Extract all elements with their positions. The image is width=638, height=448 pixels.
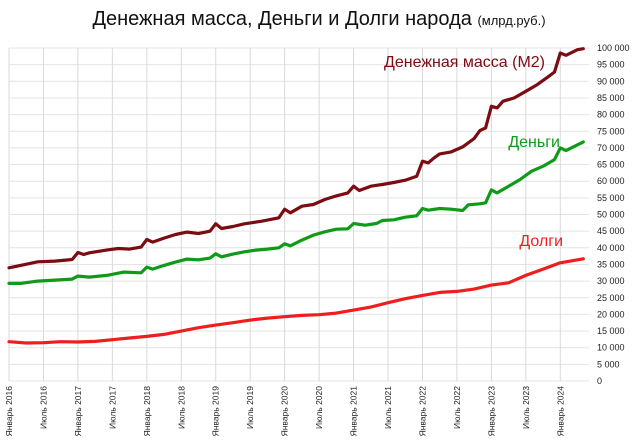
x-tick-label: Январь 2022 [417, 386, 427, 437]
y-tick-label: 10 000 [597, 343, 625, 353]
series-label-1: Денежная масса (M2) [384, 54, 545, 71]
y-tick-label: 90 000 [597, 76, 625, 86]
x-tick-label: Июль 2017 [107, 386, 117, 429]
x-tick-label: Январь 2017 [73, 386, 83, 437]
y-tick-label: 40 000 [597, 243, 625, 253]
y-tick-label: 80 000 [597, 110, 625, 120]
y-tick-label: 55 000 [597, 193, 625, 203]
x-axis-ticks: Январь 2016 Июль 2016 Январь 2017 Июль 2017… [4, 386, 565, 437]
y-tick-label: 60 000 [597, 176, 625, 186]
y-tick-label: 75 000 [597, 126, 625, 136]
series-label-2: Деньги [508, 134, 560, 151]
series-line-3 [7, 257, 585, 345]
chart-title: Денежная масса, Деньги и Долги народа (м… [0, 8, 638, 31]
x-tick-label: Январь 2024 [555, 386, 565, 437]
x-tick-label: Январь 2020 [280, 386, 290, 437]
y-tick-label: 0 [597, 376, 602, 386]
y-tick-label: 30 000 [597, 276, 625, 286]
y-tick-label: 100 000 [597, 43, 630, 53]
y-tick-label: 15 000 [597, 326, 625, 336]
y-tick-label: 65 000 [597, 160, 625, 170]
x-tick-label: Январь 2018 [142, 386, 152, 437]
x-tick-label: Январь 2021 [349, 386, 359, 437]
series-lines [7, 47, 585, 345]
series-line-2 [7, 140, 585, 285]
x-tick-label: Июль 2016 [38, 386, 48, 429]
y-tick-label: 20 000 [597, 309, 625, 319]
y-axis-ticks: 0 5 000 10 000 15 000 20 000 25 000 30 000 35 0… [597, 43, 630, 386]
x-tick-label: Июль 2021 [383, 386, 393, 429]
y-tick-label: 35 000 [597, 259, 625, 269]
series-line-1 [7, 47, 585, 270]
x-tick-label: Июль 2020 [314, 386, 324, 429]
series-labels: Денежная масса (M2) Деньги Долги [384, 54, 563, 250]
x-tick-label: Январь 2019 [211, 386, 221, 437]
y-tick-label: 25 000 [597, 293, 625, 303]
x-tick-label: Январь 2023 [486, 386, 496, 437]
x-tick-label: Июль 2018 [176, 386, 186, 429]
x-tick-label: Январь 2016 [4, 386, 14, 437]
y-tick-label: 85 000 [597, 93, 625, 103]
y-tick-label: 95 000 [597, 60, 625, 70]
chart-title-text: Денежная масса, Деньги и Долги народа [92, 8, 472, 30]
y-tick-label: 50 000 [597, 210, 625, 220]
chart-unit: (млрд.руб.) [477, 13, 546, 28]
y-tick-label: 5 000 [597, 359, 620, 369]
y-tick-label: 70 000 [597, 143, 625, 153]
x-tick-label: Июль 2023 [521, 386, 531, 429]
x-tick-label: Июль 2022 [452, 386, 462, 429]
grid [8, 47, 589, 382]
y-tick-label: 45 000 [597, 226, 625, 236]
series-label-3: Долги [519, 233, 563, 250]
x-tick-label: Июль 2019 [245, 386, 255, 429]
